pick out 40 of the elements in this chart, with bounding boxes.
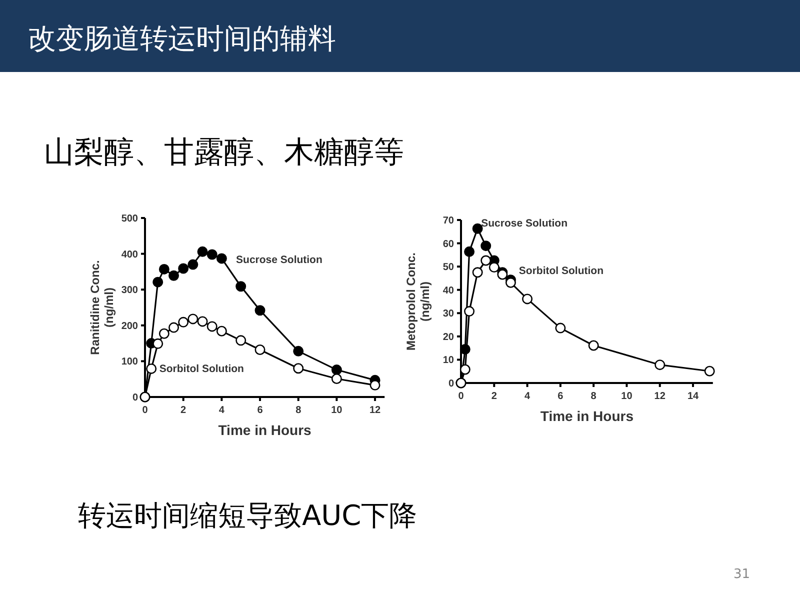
text: 31 [733, 567, 750, 582]
series-label: Sorbitol Solution [159, 362, 244, 375]
x-axis-title: Time in Hours [218, 422, 312, 438]
x-tick-label: 8 [296, 405, 302, 416]
x-tick-label: 6 [558, 391, 564, 402]
y-tick-label: 400 [121, 249, 138, 260]
y-tick-label: 100 [121, 356, 138, 368]
chart-subtitle: 山梨醇、甘露醇、木糖醇等 [44, 135, 404, 170]
x-tick-label: 0 [458, 391, 464, 402]
y-tick-label: 500 [121, 214, 138, 224]
y-tick-label: 50 [442, 262, 454, 274]
series-label: Sucrose Solution [236, 254, 322, 266]
chart-title: 改变肠道转运时间的辅料 [28, 22, 336, 55]
y-axis-title: Metoprolol Conc. (ng/ml) [404, 252, 432, 350]
y-tick-label: 0 [448, 378, 454, 390]
series-label: Sorbitol Solution [518, 264, 604, 277]
x-tick-label: 10 [621, 391, 633, 402]
x-tick-label: 4 [524, 391, 531, 402]
x-tick-label: 2 [180, 405, 187, 416]
x-tick-label: 8 [590, 391, 597, 402]
y-tick-label: 10 [442, 355, 454, 366]
x-tick-label: 14 [687, 391, 700, 402]
text: 转运时间缩短导致AUC下降 [78, 499, 418, 532]
series-label: Sucrose Solution [481, 218, 568, 230]
y-tick-label: 70 [442, 216, 454, 226]
x-axis-title: Time in Hours [540, 408, 634, 424]
x-tick-label: 2 [491, 391, 498, 402]
y-tick-label: 30 [442, 308, 454, 320]
y-tick-label: 20 [442, 332, 454, 343]
y-axis-title: Ranitidine Conc. (ng/ml) [88, 260, 116, 355]
y-tick-label: 300 [121, 285, 138, 296]
y-tick-label: 200 [121, 320, 138, 332]
x-tick-label: 4 [218, 405, 225, 416]
y-tick-label: 40 [442, 285, 454, 296]
y-tick-label: 60 [442, 238, 454, 250]
x-tick-label: 10 [331, 405, 343, 416]
x-tick-label: 12 [654, 391, 666, 402]
x-tick-label: 0 [142, 405, 148, 416]
x-tick-label: 12 [369, 405, 382, 416]
x-tick-label: 6 [257, 405, 264, 416]
